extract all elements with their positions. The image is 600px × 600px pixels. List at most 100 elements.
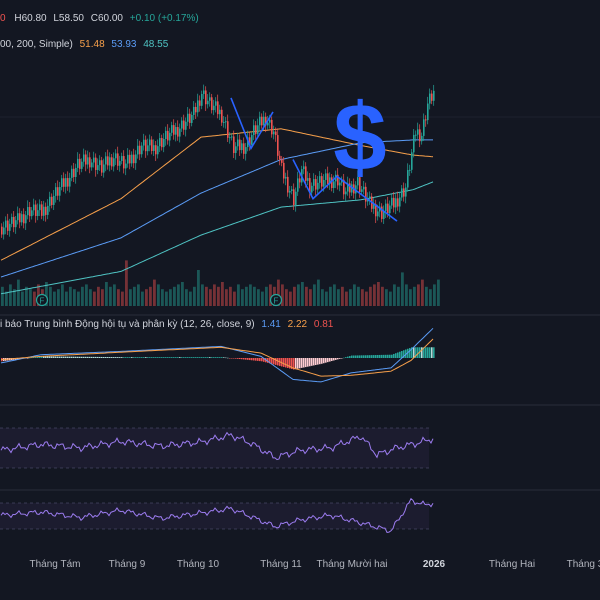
candle-body — [37, 210, 39, 216]
candle-body — [69, 177, 71, 187]
candle-body — [183, 120, 185, 130]
macd-histogram-bar — [67, 356, 69, 358]
time-axis-label: Tháng 10 — [177, 559, 220, 570]
candle-body — [289, 190, 291, 193]
volume-bar — [337, 289, 340, 306]
candle-body — [97, 165, 99, 170]
time-axis-label: Tháng Tám — [30, 559, 81, 570]
candle-body — [207, 100, 209, 105]
macd-histogram-bar — [213, 357, 215, 358]
macd-histogram-bar — [47, 356, 49, 358]
candle-body — [61, 178, 63, 187]
volume-bar — [373, 284, 376, 306]
macd-histogram-bar — [387, 354, 389, 358]
candle-body — [249, 137, 251, 145]
macd-histogram-bar — [171, 357, 173, 358]
candle-body — [385, 203, 387, 212]
volume-bar — [141, 291, 144, 306]
candle-body — [297, 178, 299, 192]
macd-histogram-bar — [367, 355, 369, 358]
oscillator-pane-2[interactable] — [0, 497, 434, 533]
volume-bar — [317, 279, 320, 306]
trend-lines[interactable] — [230, 97, 398, 222]
macd-histogram-bar — [313, 358, 315, 366]
macd-histogram-bar — [237, 358, 239, 359]
macd-histogram-bar — [253, 358, 255, 361]
candle-body — [431, 93, 433, 101]
candle-body — [157, 146, 159, 155]
volume-bar — [253, 286, 256, 306]
candle-body — [237, 139, 239, 147]
candle-body — [257, 125, 259, 134]
volume-bar — [177, 284, 180, 306]
candle-body — [271, 119, 273, 135]
ma-legend: 00, 200, Simple) 51.48 53.93 48.55 — [0, 39, 168, 50]
macd-histogram-bar — [219, 357, 221, 358]
macd-histogram-bar — [165, 357, 167, 358]
candle-body — [417, 129, 419, 135]
macd-histogram-bar — [211, 357, 213, 358]
macd-histogram-bar — [371, 355, 373, 358]
candle-body — [227, 121, 229, 138]
candle-body — [299, 178, 301, 183]
volume-bar — [65, 291, 68, 306]
candle-body — [229, 137, 231, 139]
trend-line — [292, 159, 398, 222]
oscillator-line-2 — [0, 497, 434, 533]
candle-body — [341, 179, 343, 183]
macd-histogram-bar — [303, 358, 305, 368]
volume-bar — [357, 286, 360, 306]
candle-body — [333, 181, 335, 188]
macd-histogram-bar — [97, 356, 99, 358]
candle-body — [339, 182, 341, 186]
time-axis[interactable]: Tháng Tám Tháng 9 Tháng 10 Tháng 11 Tháng Mư… — [30, 559, 600, 570]
macd-histogram-bar — [289, 358, 291, 369]
macd-histogram-bar — [43, 356, 45, 358]
candle-body — [115, 153, 117, 159]
macd-histogram-bar — [385, 354, 387, 358]
volume-bar — [285, 289, 288, 306]
volume-bars — [1, 260, 440, 306]
moving-average-line — [0, 181, 434, 295]
macd-histogram-bar — [225, 357, 227, 359]
candle-body — [67, 178, 69, 187]
macd-histogram-bar — [355, 355, 357, 358]
ma-value-2: 53.93 — [111, 39, 137, 50]
macd-histogram-bar — [163, 357, 165, 358]
macd-histogram-bar — [101, 356, 103, 358]
time-axis-label: Tháng Mười hai — [316, 559, 387, 570]
volume-bar — [193, 286, 196, 306]
volume-bar — [353, 284, 356, 306]
candle-body — [23, 214, 25, 224]
macd-histogram-bar — [137, 357, 139, 358]
candle-body — [3, 227, 5, 235]
macd-pane[interactable] — [0, 327, 435, 383]
macd-histogram-bar — [349, 356, 351, 358]
macd-histogram-bar — [195, 357, 197, 358]
macd-histogram-bar — [141, 357, 143, 358]
macd-histogram-bar — [235, 358, 237, 359]
macd-histogram-bar — [75, 356, 77, 358]
macd-histogram-bar — [413, 347, 415, 358]
macd-histogram-bar — [269, 358, 271, 364]
oscillator-pane-1[interactable] — [0, 431, 434, 461]
candle-body — [245, 147, 247, 154]
volume-bar — [313, 284, 316, 306]
candle-body — [169, 132, 171, 141]
macd-histogram-bar — [233, 358, 235, 359]
candle-body — [191, 114, 193, 123]
candle-body — [401, 188, 403, 198]
candle-body — [91, 162, 93, 168]
change-value: +0.10 (+0.17%) — [129, 13, 199, 24]
candle-body — [9, 223, 11, 231]
volume-bar — [181, 282, 184, 306]
volume-bar — [277, 279, 280, 306]
candle-body — [381, 206, 383, 219]
macd-histogram-bar — [145, 357, 147, 358]
candle-body — [291, 189, 293, 191]
macd-histogram-bar — [61, 356, 63, 358]
volume-bar — [221, 282, 224, 306]
macd-histogram-bar — [273, 358, 275, 365]
